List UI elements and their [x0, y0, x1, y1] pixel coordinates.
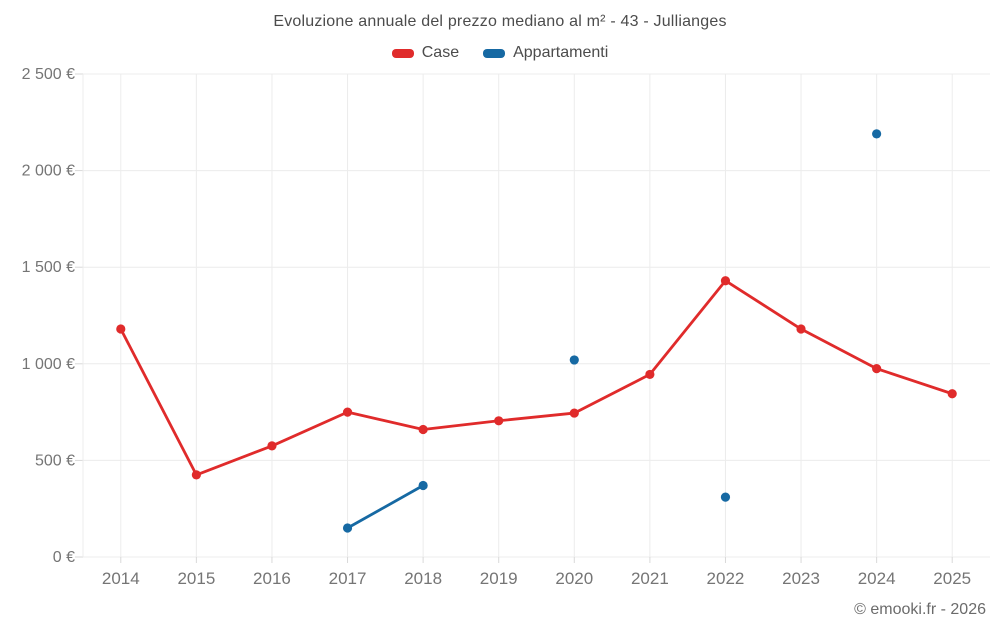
data-point-case-2018[interactable]	[418, 424, 428, 435]
data-point-case-2016[interactable]	[267, 441, 277, 451]
legend-item-appartamenti[interactable]: Appartamenti	[483, 44, 608, 62]
y-axis-label: 1 000 €	[22, 356, 75, 373]
x-axis-label: 2024	[858, 569, 896, 588]
data-point-case-2015[interactable]	[191, 470, 201, 480]
y-axis-label: 2 500 €	[22, 66, 75, 83]
data-point-case-2023[interactable]	[796, 324, 806, 334]
data-point-case-2020[interactable]	[569, 408, 579, 418]
x-axis-label: 2017	[329, 569, 367, 588]
x-axis-label: 2021	[631, 569, 669, 588]
chart-legend: Case Appartamenti	[0, 44, 1000, 62]
y-axis-label: 1 500 €	[22, 259, 75, 276]
x-axis-label: 2015	[177, 569, 215, 588]
legend-label-case: Case	[421, 44, 460, 61]
series-line-case	[119, 279, 954, 477]
x-axis-label: 2018	[404, 569, 442, 588]
x-axis-label: 2019	[480, 569, 518, 588]
legend-swatch-appartamenti	[483, 48, 506, 58]
x-axis-label: 2023	[782, 569, 820, 588]
data-point-case-2024[interactable]	[872, 364, 882, 374]
chart-title: Evoluzione annuale del prezzo mediano al…	[273, 13, 727, 30]
x-axis-label: 2025	[933, 569, 971, 588]
legend-swatch-case	[391, 48, 414, 58]
data-point-case-2021[interactable]	[645, 369, 655, 380]
legend-label-appartamenti: Appartamenti	[513, 44, 609, 61]
data-point-appartamenti-2020[interactable]	[569, 355, 579, 365]
data-point-case-2014[interactable]	[116, 324, 126, 334]
x-axis-label: 2014	[102, 569, 140, 588]
copyright-note: © emooki.fr - 2026	[854, 601, 986, 618]
data-point-case-2022[interactable]	[720, 276, 731, 286]
data-point-appartamenti-2017[interactable]	[342, 523, 353, 533]
x-axis-label: 2020	[555, 569, 593, 588]
data-point-appartamenti-2018[interactable]	[418, 480, 428, 491]
data-point-appartamenti-2024[interactable]	[872, 129, 882, 139]
data-point-case-2019[interactable]	[494, 416, 504, 426]
x-axis-label: 2022	[707, 569, 745, 588]
data-point-case-2017[interactable]	[342, 407, 353, 417]
y-axis-label: 2 000 €	[22, 163, 75, 180]
y-axis-label: 500 €	[35, 452, 75, 469]
y-axis-label: 0 €	[53, 549, 75, 566]
x-axis-label: 2016	[253, 569, 291, 588]
data-point-appartamenti-2022[interactable]	[720, 492, 731, 502]
series-line-appartamenti	[346, 484, 425, 530]
data-point-case-2025[interactable]	[947, 389, 957, 399]
legend-item-case[interactable]: Case	[391, 44, 460, 62]
